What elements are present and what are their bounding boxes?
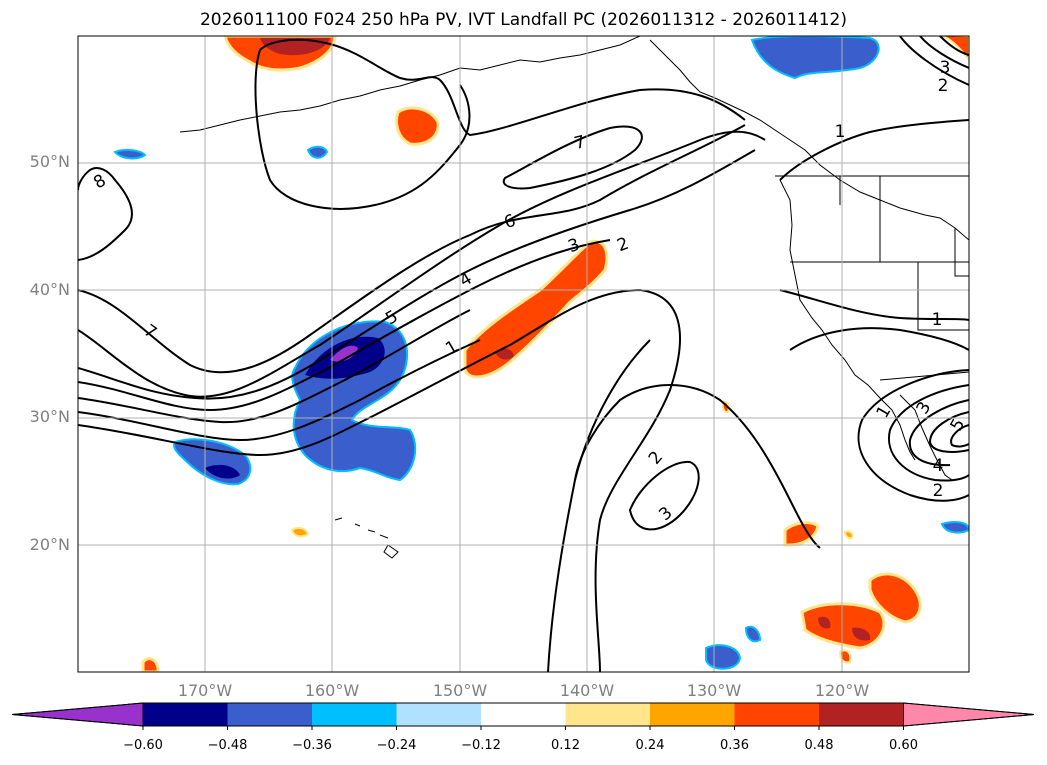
coastlines xyxy=(179,36,969,559)
map-frame xyxy=(77,35,970,673)
pv-negative-region xyxy=(940,521,969,534)
contour-line xyxy=(919,36,969,69)
lon-tick-label: 140°W xyxy=(559,681,615,700)
pv-positive-region xyxy=(939,36,969,62)
north-america-coast xyxy=(779,179,916,461)
contour-line xyxy=(547,339,651,672)
pv-positive-region xyxy=(141,657,160,672)
pv-negative-region xyxy=(744,625,762,643)
colorbar-tick-label: −0.60 xyxy=(123,738,163,753)
north-america-coast xyxy=(649,39,969,241)
baja-peninsula xyxy=(899,394,953,481)
colorbar-segment xyxy=(565,703,650,726)
colorbar-tick-label: 0.48 xyxy=(804,738,834,753)
map-title: 2026011100 F024 250 hPa PV, IVT Landfall… xyxy=(199,10,847,30)
colorbar-tick-label: 0.12 xyxy=(551,738,580,753)
lon-tick-label: 150°W xyxy=(432,681,488,700)
contour-line xyxy=(857,369,969,502)
pv-positive-region xyxy=(290,526,310,538)
contour-label: 1 xyxy=(835,122,846,142)
pv-negative-region xyxy=(705,644,742,670)
pv-positive-core xyxy=(818,616,831,629)
lat-tick-label: 50°N xyxy=(29,152,70,171)
colorbar-tick-label: −0.24 xyxy=(376,738,417,753)
colorbar xyxy=(11,702,1035,730)
contour-line xyxy=(78,288,681,672)
colorbar-extend-max xyxy=(903,702,1035,727)
lon-tick-label: 170°W xyxy=(177,681,233,700)
state-border xyxy=(954,228,969,277)
colorbar-segment xyxy=(396,703,481,726)
contour-line xyxy=(950,424,969,448)
contour-line xyxy=(78,339,481,442)
lat-tick-label: 40°N xyxy=(29,280,70,299)
lat-tick-label: 20°N xyxy=(29,535,70,554)
contour-line xyxy=(939,36,969,56)
contour-label: 3 xyxy=(940,58,951,78)
colorbar-extend-min xyxy=(11,702,144,727)
pv-negative-region xyxy=(113,148,147,160)
colorbar-tick-label: 0.36 xyxy=(720,738,749,753)
pv-positive-region xyxy=(838,649,852,664)
contour-line xyxy=(928,411,969,453)
colorbar-segment xyxy=(819,703,904,726)
contour-line xyxy=(78,167,133,261)
contour-line xyxy=(887,384,969,482)
lon-tick-label: 130°W xyxy=(686,681,742,700)
contour-line xyxy=(254,49,471,210)
ivt-contours xyxy=(78,36,969,672)
colorbar-segment xyxy=(312,703,397,726)
pv-anomaly-shading xyxy=(113,36,969,672)
contour-line xyxy=(78,124,746,374)
pv-positive-region xyxy=(395,106,440,146)
colorbar-tick-label: −0.36 xyxy=(292,738,332,753)
lon-tick-label: 160°W xyxy=(304,681,360,700)
contour-line xyxy=(259,38,746,137)
contour-line xyxy=(78,130,766,398)
colorbar-segment xyxy=(734,703,819,726)
contour-label: 4 xyxy=(933,456,944,476)
contour-line xyxy=(779,289,969,321)
colorbar-tick-label: −0.12 xyxy=(461,738,501,753)
lat-tick-label: 30°N xyxy=(29,407,70,426)
contour-label: 2 xyxy=(938,76,949,96)
contour-line xyxy=(78,149,756,400)
contour-line xyxy=(628,460,700,531)
contour-label: 2 xyxy=(933,481,944,501)
contour-line xyxy=(78,239,611,412)
map-background xyxy=(78,36,969,672)
contour-label: 7 xyxy=(572,132,588,154)
lon-tick-label: 120°W xyxy=(814,681,870,700)
colorbar-segment xyxy=(227,703,312,726)
contour-label: 1 xyxy=(932,310,943,330)
gridlines xyxy=(78,36,969,672)
hawaii-islands xyxy=(334,517,399,559)
contour-line xyxy=(502,125,643,190)
pv-positive-region xyxy=(843,530,854,540)
contour-line xyxy=(899,36,969,86)
colorbar-tick-label: 0.24 xyxy=(635,738,665,753)
colorbar-segment xyxy=(481,703,566,726)
state-border xyxy=(917,262,969,331)
pv-positive-core xyxy=(852,627,871,641)
pv-negative-region xyxy=(306,145,329,159)
contour-line xyxy=(789,327,969,351)
us-mexico-border xyxy=(879,371,969,381)
pv-positive-region xyxy=(868,572,922,624)
contour-line xyxy=(78,309,471,424)
colorbar-tick-label: −0.48 xyxy=(207,738,248,753)
pv-negative-core xyxy=(205,464,240,479)
alaska-coast xyxy=(179,36,641,133)
pv-negative-extreme xyxy=(330,345,358,362)
contour-line xyxy=(574,384,821,549)
colorbar-segment xyxy=(650,703,735,726)
colorbar-segment xyxy=(143,703,228,726)
colorbar-tick-label: 0.60 xyxy=(889,738,918,753)
contour-line xyxy=(908,399,969,467)
